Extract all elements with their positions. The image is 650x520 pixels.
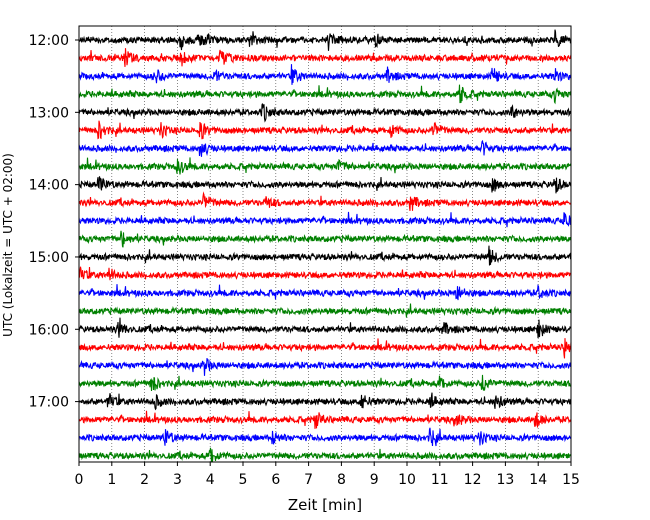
x-tick-label: 1 (107, 472, 116, 488)
x-tick-label: 12 (464, 472, 482, 488)
y-axis-label: UTC (Lokalzeit = UTC + 02:00) (1, 153, 15, 337)
y-tick-label: 15:00 (29, 250, 69, 266)
trace-1515 (78, 266, 572, 281)
x-axis: 0 1 2 3 4 5 6 7 8 9 10 11 12 13 14 15 (75, 462, 580, 488)
x-tick-label: 6 (271, 472, 280, 488)
x-tick-label: 2 (140, 472, 149, 488)
x-tick-label: 3 (173, 472, 182, 488)
plot-frame (78, 25, 572, 463)
trace-1300 (78, 103, 572, 123)
x-axis-label: Zeit [min] (288, 496, 362, 514)
trace-1230 (78, 64, 572, 85)
x-tick-label: 11 (431, 472, 449, 488)
y-tick-label: 14:00 (29, 178, 69, 194)
trace-1400 (78, 176, 572, 194)
y-tick-label: 16:00 (29, 322, 69, 338)
trace-1530 (78, 284, 572, 301)
trace-1545 (78, 303, 572, 318)
y-tick-label: 12:00 (29, 33, 69, 49)
trace-1445 (78, 230, 572, 248)
x-tick-label: 14 (529, 472, 547, 488)
trace-1430 (78, 211, 572, 228)
trace-1600 (78, 317, 572, 339)
x-tick-label: 0 (75, 472, 84, 488)
seismic-traces (78, 29, 572, 463)
y-axis: 12:00 13:00 14:00 15:00 16:00 17:00 (29, 33, 79, 411)
trace-1415 (78, 191, 572, 211)
trace-1730 (78, 427, 572, 447)
trace-1330 (78, 139, 572, 157)
trace-1645 (78, 374, 572, 392)
x-tick-label: 4 (206, 472, 215, 488)
y-tick-label: 13:00 (29, 105, 69, 121)
x-tick-label: 9 (370, 472, 379, 488)
trace-1345 (78, 157, 572, 175)
x-tick-label: 10 (398, 472, 416, 488)
y-tick-label: 17:00 (29, 395, 69, 411)
x-tick-label: 7 (304, 472, 313, 488)
x-tick-label: 8 (337, 472, 346, 488)
grid-lines (111, 26, 539, 462)
trace-1500 (78, 245, 572, 266)
trace-1315 (78, 120, 572, 140)
trace-1245 (78, 84, 572, 105)
trace-1200 (78, 29, 572, 51)
x-tick-label: 5 (239, 472, 248, 488)
x-tick-label: 15 (562, 472, 580, 488)
trace-1745 (78, 447, 572, 463)
trace-1615 (78, 338, 572, 359)
trace-1700 (78, 392, 572, 411)
trace-1715 (78, 410, 572, 429)
trace-1215 (78, 48, 572, 67)
x-tick-label: 13 (496, 472, 514, 488)
trace-1630 (78, 357, 572, 376)
